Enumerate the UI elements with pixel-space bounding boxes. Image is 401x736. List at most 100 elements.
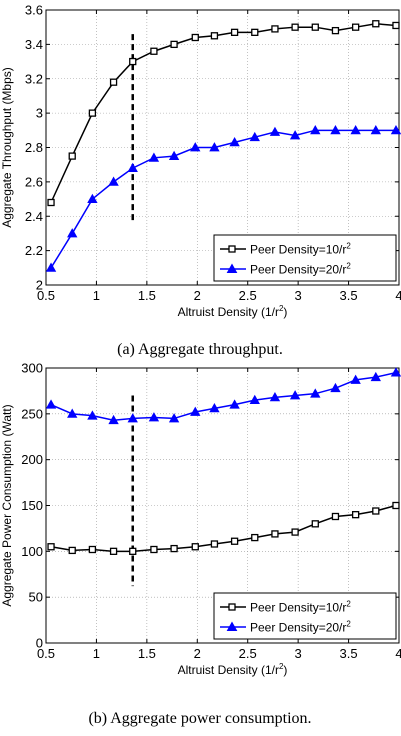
y-tick-label: 2 [36, 278, 43, 293]
legend-box [213, 592, 397, 640]
x-axis-label-sup: 2 [279, 304, 284, 313]
y-tick-label: 100 [21, 544, 43, 559]
data-point-square [191, 33, 199, 42]
legend-label: Peer Density=20/r2 [250, 620, 351, 635]
y-tick-label: 2.8 [25, 140, 43, 155]
data-point-triangle [209, 403, 220, 413]
y-tick-label: 250 [21, 406, 43, 421]
x-tick-label: 3 [295, 288, 302, 303]
data-point-square [291, 528, 299, 536]
data-point-square [392, 501, 400, 510]
data-point-triangle [269, 392, 281, 402]
y-axis-label: Aggregate Throughput (Mbps) [0, 67, 14, 228]
x-tick-label: 0.5 [37, 646, 55, 661]
data-point-triangle [45, 262, 57, 272]
data-point-triangle [148, 152, 160, 162]
legend-marker-square [228, 603, 236, 611]
data-point-triangle [148, 412, 160, 422]
data-point-square [47, 198, 55, 207]
data-point-triangle [310, 124, 321, 135]
x-tick-label: 3 [295, 646, 302, 661]
data-point-square [150, 545, 158, 554]
figure-caption: (b) Aggregate power consumption. [88, 710, 311, 727]
data-point-square [351, 511, 360, 519]
y-tick-label: 50 [29, 590, 43, 605]
data-point-triangle [67, 408, 78, 418]
data-point-triangle [168, 413, 180, 423]
y-tick-label: 2.6 [25, 174, 43, 189]
data-point-square [230, 28, 239, 36]
x-tick-label: 1.5 [138, 288, 156, 303]
y-tick-label: 3 [36, 106, 43, 121]
data-point-square [291, 23, 299, 31]
data-point-triangle [87, 410, 98, 420]
data-point-square [68, 546, 76, 555]
data-point-triangle [190, 142, 201, 152]
data-point-square [210, 540, 219, 548]
x-tick-label: 3.5 [340, 288, 358, 303]
x-tick-label: 1 [93, 288, 100, 303]
data-point-square [88, 545, 97, 554]
legend-label: Peer Density=20/r2 [250, 262, 351, 277]
series-line-2 [50, 371, 397, 422]
data-point-triangle [108, 414, 119, 425]
data-point-triangle [350, 124, 361, 135]
data-point-triangle [190, 406, 201, 416]
data-point-square [109, 547, 118, 555]
data-point-triangle [370, 124, 381, 135]
legend-label-text: Peer Density=10/r [250, 243, 346, 257]
legend-marker-triangle [226, 263, 238, 273]
data-point-square [251, 28, 259, 36]
data-point-square [392, 21, 400, 30]
legend-label-sup: 2 [346, 262, 351, 271]
data-point-square [251, 533, 259, 542]
x-axis-label-text: Altruist Density (1/r [178, 663, 279, 677]
data-point-triangle [87, 193, 98, 203]
legend-marker-square [228, 245, 236, 253]
data-point-square [109, 78, 118, 86]
data-point-square [230, 537, 239, 545]
x-axis-label-tail: ) [283, 305, 287, 319]
data-point-square [150, 47, 158, 55]
y-tick-label: 3.2 [25, 71, 43, 86]
data-point-square [372, 20, 380, 28]
x-axis-label: Altruist Density (1/r2) [178, 662, 288, 677]
data-point-triangle [67, 228, 78, 238]
legend-label-text: Peer Density=20/r [250, 263, 346, 277]
x-tick-label: 1 [93, 646, 100, 661]
data-point-square [129, 57, 137, 66]
x-tick-label: 4 [395, 288, 401, 303]
y-tick-label: 2.4 [25, 209, 43, 224]
figure-caption: (a) Aggregate throughput. [117, 341, 283, 358]
x-axis-label-sup: 2 [279, 662, 284, 671]
y-tick-label: 0 [36, 636, 43, 651]
data-point-triangle [310, 388, 321, 398]
data-point-triangle [390, 124, 401, 135]
data-point-triangle [108, 176, 119, 186]
y-tick-label: 150 [21, 498, 43, 513]
y-tick-label: 2.2 [25, 243, 43, 258]
legend-label-sup: 2 [346, 600, 351, 609]
data-point-triangle [390, 367, 401, 377]
legend-box [213, 234, 397, 282]
y-tick-label: 3.4 [25, 37, 43, 52]
data-point-square [170, 40, 178, 49]
data-point-square [311, 520, 319, 528]
x-tick-label: 0.5 [37, 288, 55, 303]
legend-label-text: Peer Density=20/r [250, 621, 346, 635]
data-point-square [47, 543, 55, 551]
data-point-triangle [127, 413, 138, 423]
x-tick-label: 2 [194, 288, 201, 303]
data-point-triangle [45, 399, 57, 409]
x-tick-label: 2 [194, 646, 201, 661]
data-point-square [331, 26, 340, 35]
data-point-square [271, 530, 279, 538]
legend-marker-triangle [226, 621, 238, 631]
y-tick-label: 200 [21, 452, 43, 467]
data-point-square [331, 512, 340, 521]
data-point-square [351, 23, 360, 31]
x-tick-label: 3.5 [340, 646, 358, 661]
